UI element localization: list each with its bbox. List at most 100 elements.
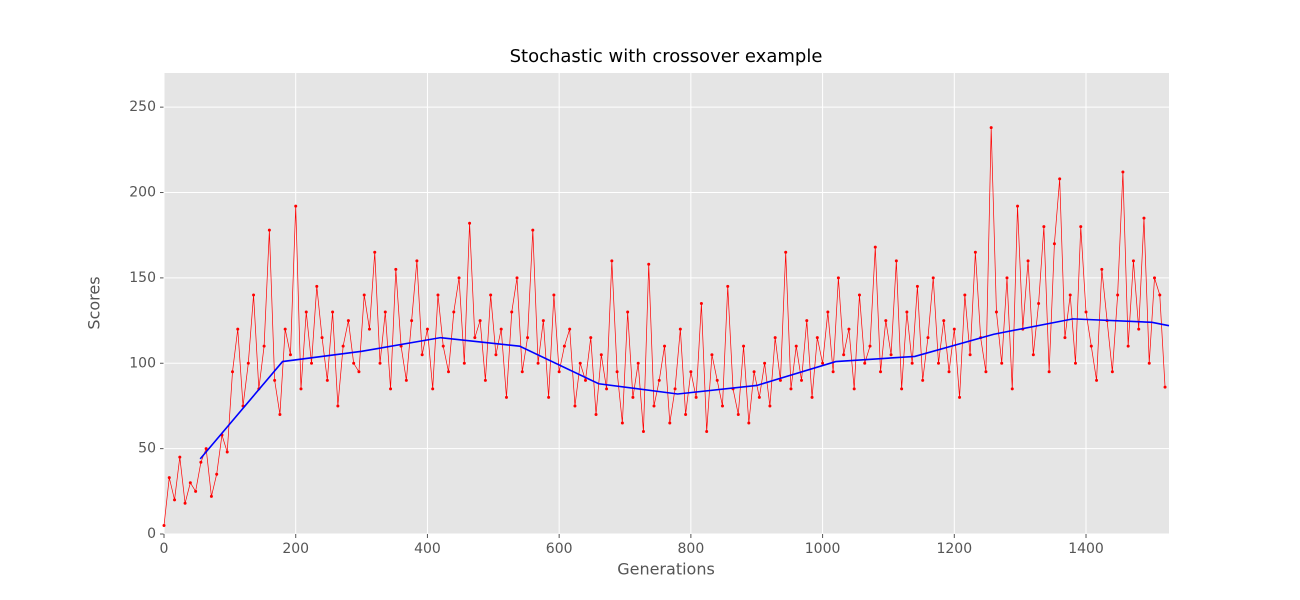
data-point xyxy=(441,344,445,348)
data-point xyxy=(847,327,851,331)
data-point xyxy=(952,327,956,331)
data-point xyxy=(515,276,519,280)
data-point xyxy=(1147,361,1151,365)
data-point xyxy=(173,498,177,502)
data-point xyxy=(663,344,667,348)
data-point xyxy=(389,387,393,391)
data-point xyxy=(926,336,930,340)
data-point xyxy=(815,336,819,340)
data-point xyxy=(863,361,867,365)
data-point xyxy=(299,387,303,391)
data-point xyxy=(1089,344,1093,348)
data-point xyxy=(578,361,582,365)
data-point xyxy=(657,378,661,382)
data-point xyxy=(873,245,877,249)
data-point xyxy=(631,395,635,399)
data-point xyxy=(1016,204,1020,208)
x-axis-label: Generations xyxy=(617,560,715,579)
data-point xyxy=(626,310,630,314)
data-point xyxy=(431,387,435,391)
data-point xyxy=(931,276,935,280)
data-point xyxy=(889,353,893,357)
plot-area xyxy=(164,73,1169,534)
data-point xyxy=(773,336,777,340)
x-tick-label: 400 xyxy=(414,541,441,557)
data-point xyxy=(194,489,198,493)
data-point xyxy=(705,430,709,434)
y-tick-label: 250 xyxy=(129,99,156,115)
data-point xyxy=(462,361,466,365)
data-point xyxy=(562,344,566,348)
data-point xyxy=(879,370,883,374)
data-point xyxy=(283,327,287,331)
data-point xyxy=(504,395,508,399)
data-point xyxy=(715,378,719,382)
data-point xyxy=(852,387,856,391)
data-point xyxy=(236,327,240,331)
data-point xyxy=(315,284,319,288)
data-point xyxy=(520,370,524,374)
data-point xyxy=(1026,259,1030,263)
data-point xyxy=(936,361,940,365)
data-point xyxy=(246,361,250,365)
data-point xyxy=(963,293,967,297)
data-point xyxy=(1142,216,1146,220)
data-point xyxy=(831,370,835,374)
data-point xyxy=(647,262,651,266)
data-point xyxy=(341,344,345,348)
data-point xyxy=(942,319,946,323)
data-point xyxy=(752,370,756,374)
data-point xyxy=(346,319,350,323)
data-point xyxy=(1137,327,1141,331)
data-point xyxy=(557,370,561,374)
data-point xyxy=(167,476,171,480)
data-point xyxy=(1010,387,1014,391)
data-point xyxy=(800,378,804,382)
data-point xyxy=(1095,378,1099,382)
data-point xyxy=(1037,302,1041,305)
data-point xyxy=(1121,170,1125,174)
x-tick-label: 1200 xyxy=(936,541,972,557)
series-line xyxy=(199,318,1170,460)
data-point xyxy=(457,276,461,280)
data-point xyxy=(794,344,798,348)
data-point xyxy=(599,353,603,357)
data-point xyxy=(699,302,703,305)
data-point xyxy=(1126,344,1130,348)
data-point xyxy=(615,370,619,374)
data-point xyxy=(641,430,645,434)
data-point xyxy=(1042,225,1046,229)
data-point xyxy=(373,250,377,254)
data-point xyxy=(1052,242,1056,246)
data-point xyxy=(810,395,814,399)
x-tick-label: 1400 xyxy=(1068,541,1104,557)
data-point xyxy=(188,481,192,485)
data-point xyxy=(583,378,587,382)
data-point xyxy=(383,310,387,314)
data-point xyxy=(510,310,514,314)
data-point xyxy=(352,361,356,365)
data-point xyxy=(821,361,825,365)
data-point xyxy=(325,378,329,382)
data-point xyxy=(1005,276,1009,280)
data-point xyxy=(784,250,788,254)
data-point xyxy=(225,450,229,454)
data-point xyxy=(1131,259,1135,263)
data-point xyxy=(447,370,451,374)
data-point xyxy=(536,361,540,365)
data-point xyxy=(178,455,182,459)
data-point xyxy=(710,353,714,357)
y-axis-label: Scores xyxy=(85,276,104,329)
data-point xyxy=(610,259,614,263)
x-tick-label: 1000 xyxy=(805,541,841,557)
data-point xyxy=(162,523,166,527)
chart-title: Stochastic with crossover example xyxy=(510,46,823,67)
data-point xyxy=(483,378,487,382)
data-point xyxy=(399,344,403,348)
data-point xyxy=(968,353,972,357)
data-point xyxy=(531,228,535,232)
data-point xyxy=(678,327,682,331)
data-point xyxy=(262,344,266,348)
data-point xyxy=(1116,293,1120,297)
